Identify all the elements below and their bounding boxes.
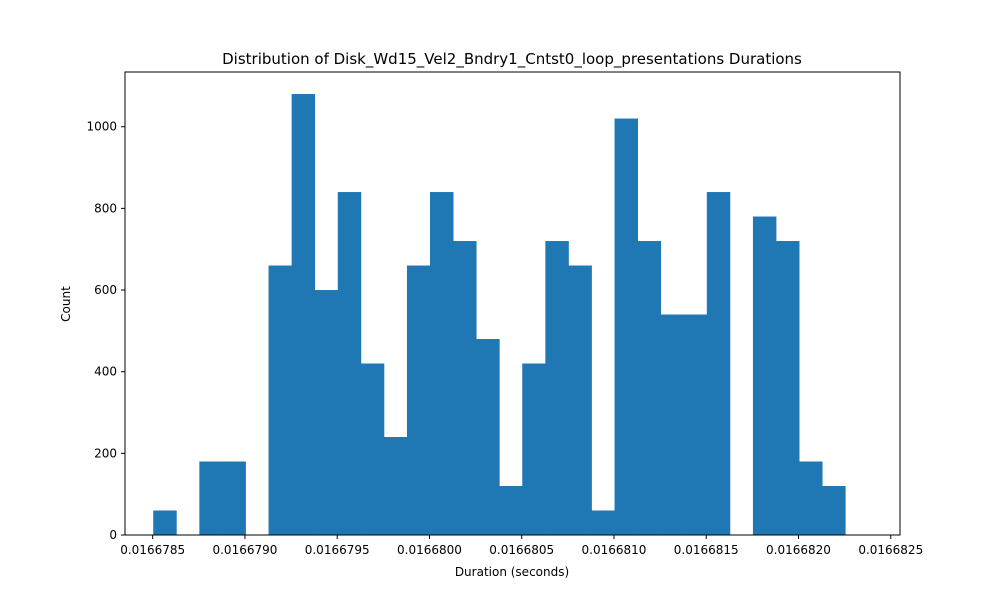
histogram-bar xyxy=(706,192,731,536)
x-tick-label: 0.0166810 xyxy=(582,543,647,557)
x-tick-label: 0.0166820 xyxy=(766,543,831,557)
y-tick-label: 400 xyxy=(94,365,117,379)
y-axis-label: Count xyxy=(59,286,73,322)
histogram-bar xyxy=(476,339,500,535)
histogram-bar xyxy=(360,363,385,535)
x-axis-label: Duration (seconds) xyxy=(455,565,569,579)
histogram-bar xyxy=(637,241,662,535)
histogram-bar xyxy=(614,118,639,535)
y-tick-label: 1000 xyxy=(86,120,117,134)
histogram-bar xyxy=(153,510,177,535)
histogram-bar xyxy=(291,94,316,536)
chart-title: Distribution of Disk_Wd15_Vel2_Bndry1_Cn… xyxy=(222,50,802,69)
y-tick-label: 800 xyxy=(94,201,117,215)
histogram-bar xyxy=(430,192,454,536)
histogram-bar xyxy=(568,265,592,535)
histogram-bar xyxy=(268,265,293,535)
plot-frame xyxy=(124,71,901,536)
histogram-bar xyxy=(199,461,223,535)
histogram-bar xyxy=(822,486,846,535)
histogram-bar xyxy=(545,241,569,535)
histogram-bar xyxy=(752,216,777,535)
x-tick-label: 0.0166795 xyxy=(305,543,370,557)
histogram-bar xyxy=(383,437,408,535)
histogram-bar xyxy=(522,363,546,535)
histogram-bar xyxy=(337,192,362,536)
histogram-bar xyxy=(683,314,708,535)
histogram-bar xyxy=(453,241,477,535)
y-tick-label: 600 xyxy=(94,283,117,297)
y-tick-label: 0 xyxy=(109,528,117,542)
x-tick-label: 0.0166785 xyxy=(120,543,185,557)
x-tick-label: 0.0166815 xyxy=(674,543,739,557)
x-tick-label: 0.0166805 xyxy=(489,543,554,557)
histogram-bar xyxy=(499,486,523,535)
histogram-bar xyxy=(591,510,615,535)
y-tick-label: 200 xyxy=(94,446,117,460)
x-tick-label: 0.0166790 xyxy=(212,543,277,557)
histogram-bar xyxy=(660,314,685,535)
y-axis-ticks: 0 200 400 600 800 1000 xyxy=(86,120,125,542)
x-axis-ticks: 0.0166785 0.0166790 0.0166795 0.0166800 0.01… xyxy=(120,535,923,557)
x-tick-label: 0.0166825 xyxy=(858,543,923,557)
x-tick-label: 0.0166800 xyxy=(397,543,462,557)
histogram-bar xyxy=(799,461,823,535)
bars-group xyxy=(153,94,846,536)
histogram-bar xyxy=(406,265,431,535)
histogram-bar xyxy=(222,461,246,535)
histogram-bar xyxy=(314,290,339,535)
histogram-bar xyxy=(776,241,800,535)
